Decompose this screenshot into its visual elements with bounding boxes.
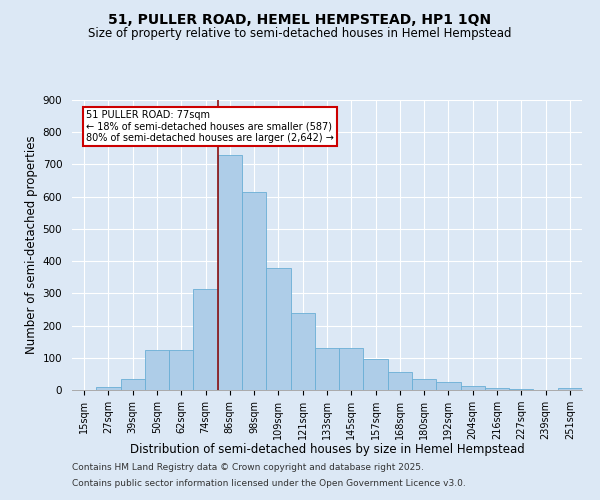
Y-axis label: Number of semi-detached properties: Number of semi-detached properties	[25, 136, 38, 354]
Bar	[242, 192, 266, 390]
Text: Size of property relative to semi-detached houses in Hemel Hempstead: Size of property relative to semi-detach…	[88, 28, 512, 40]
Bar	[290, 312, 315, 390]
Text: 51 PULLER ROAD: 77sqm
← 18% of semi-detached houses are smaller (587)
80% of sem: 51 PULLER ROAD: 77sqm ← 18% of semi-deta…	[86, 110, 334, 143]
Bar	[193, 288, 218, 390]
Bar	[388, 372, 412, 390]
Bar	[485, 388, 509, 390]
Bar	[169, 350, 193, 390]
Bar	[558, 388, 582, 390]
Bar	[218, 155, 242, 390]
Text: Contains public sector information licensed under the Open Government Licence v3: Contains public sector information licen…	[72, 478, 466, 488]
Text: 51, PULLER ROAD, HEMEL HEMPSTEAD, HP1 1QN: 51, PULLER ROAD, HEMEL HEMPSTEAD, HP1 1Q…	[109, 12, 491, 26]
Bar	[509, 389, 533, 390]
Bar	[461, 386, 485, 390]
Bar	[96, 387, 121, 390]
Bar	[436, 382, 461, 390]
Bar	[121, 378, 145, 390]
Bar	[364, 360, 388, 390]
Bar	[339, 348, 364, 390]
Bar	[315, 348, 339, 390]
X-axis label: Distribution of semi-detached houses by size in Hemel Hempstead: Distribution of semi-detached houses by …	[130, 444, 524, 456]
Text: Contains HM Land Registry data © Crown copyright and database right 2025.: Contains HM Land Registry data © Crown c…	[72, 464, 424, 472]
Bar	[145, 350, 169, 390]
Bar	[266, 268, 290, 390]
Bar	[412, 378, 436, 390]
